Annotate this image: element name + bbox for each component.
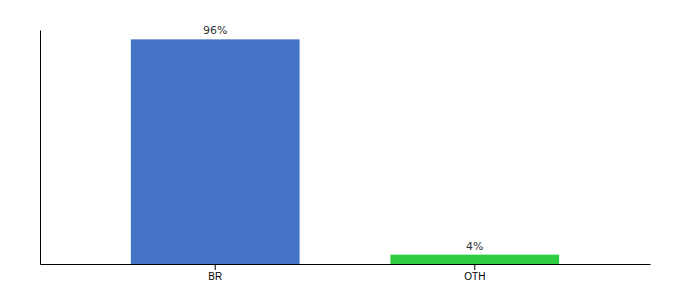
x-tick-mark — [474, 264, 475, 270]
x-tick: OTH — [464, 264, 485, 282]
x-tick-label: BR — [208, 271, 222, 282]
bar — [131, 39, 300, 264]
bar — [390, 255, 559, 264]
bars — [131, 39, 559, 264]
x-axis: BR OTH — [41, 264, 651, 282]
x-tick-label: OTH — [464, 271, 485, 282]
y-axis-line — [40, 31, 41, 265]
x-tick: BR — [208, 264, 222, 282]
data-labels: 96% 4% — [203, 24, 484, 252]
chart-container: BR OTH 96% 4% — [0, 0, 680, 300]
x-tick-mark — [215, 264, 216, 270]
data-label: 96% — [203, 24, 227, 37]
data-label: 4% — [466, 240, 483, 253]
chart-svg: BR OTH 96% 4% — [0, 0, 680, 300]
plot: BR OTH 96% 4% — [41, 24, 651, 282]
y-axis — [40, 31, 41, 265]
x-axis-line — [41, 264, 651, 265]
